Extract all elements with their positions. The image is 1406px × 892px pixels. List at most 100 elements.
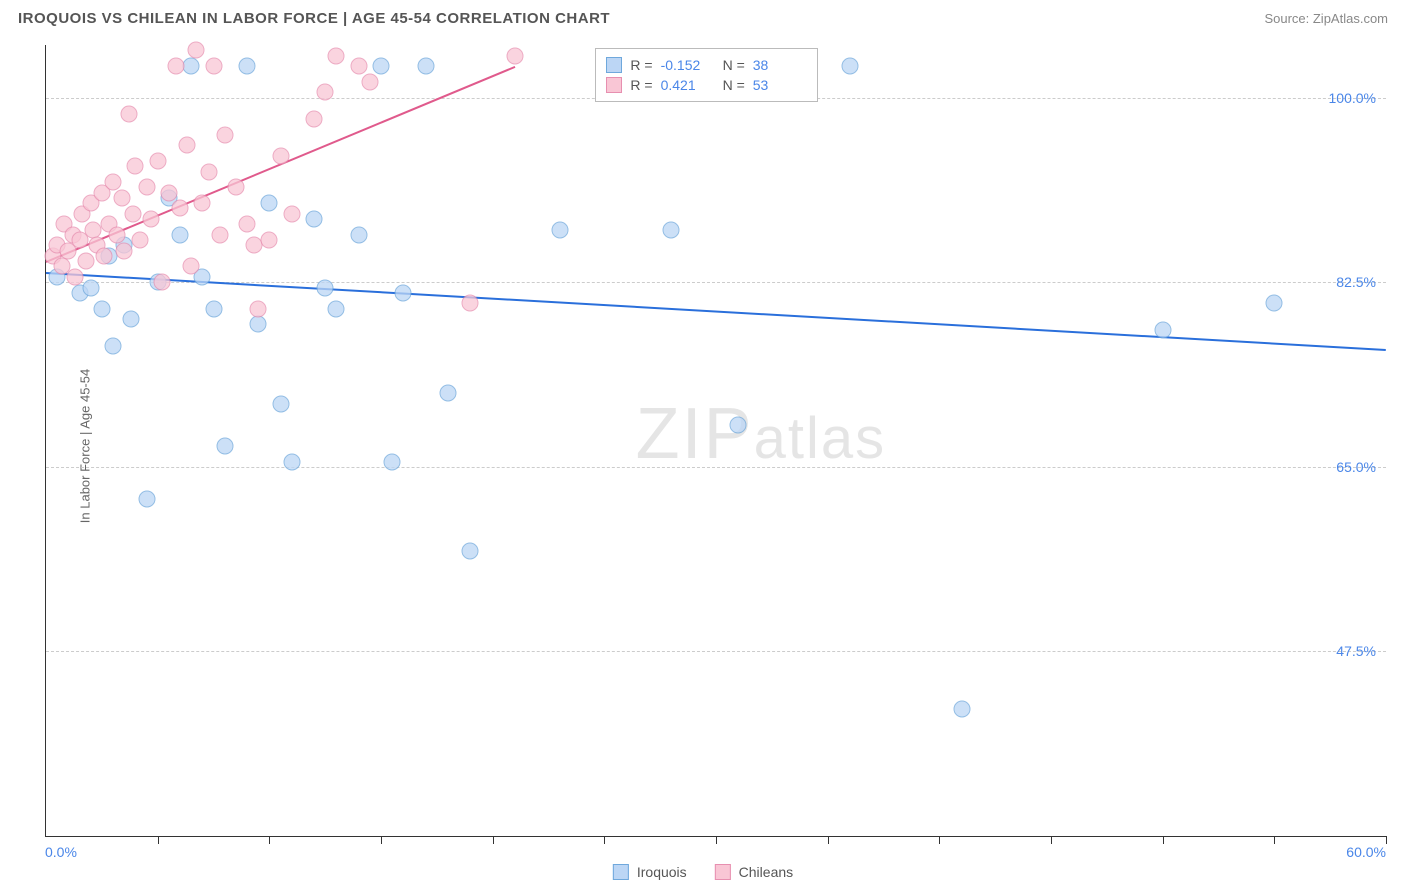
stats-row: R = 0.421 N = 53: [606, 75, 806, 95]
legend: IroquoisChileans: [613, 864, 793, 880]
data-point: [216, 437, 233, 454]
data-point: [149, 153, 166, 170]
watermark: ZIPatlas: [636, 393, 887, 475]
data-point: [317, 84, 334, 101]
data-point: [361, 73, 378, 90]
data-point: [113, 189, 130, 206]
data-point: [167, 58, 184, 75]
data-point: [373, 58, 390, 75]
x-tick: [1274, 836, 1275, 844]
x-tick: [1386, 836, 1387, 844]
data-point: [154, 274, 171, 291]
data-point: [78, 253, 95, 270]
chart-area: ZIPatlas 47.5%65.0%82.5%100.0%R =-0.152N…: [45, 45, 1386, 837]
data-point: [317, 279, 334, 296]
legend-label: Iroquois: [637, 864, 687, 880]
data-point: [272, 147, 289, 164]
x-tick: [158, 836, 159, 844]
chart-header: IROQUOIS VS CHILEAN IN LABOR FORCE | AGE…: [0, 0, 1406, 39]
data-point: [187, 42, 204, 59]
data-point: [84, 221, 101, 238]
data-point: [122, 311, 139, 328]
x-tick: [828, 836, 829, 844]
x-tick: [381, 836, 382, 844]
data-point: [172, 226, 189, 243]
data-point: [283, 453, 300, 470]
chart-title: IROQUOIS VS CHILEAN IN LABOR FORCE | AGE…: [18, 10, 610, 27]
data-point: [127, 158, 144, 175]
data-point: [261, 232, 278, 249]
x-axis-min-label: 0.0%: [45, 844, 77, 860]
stats-n-label: N =: [723, 77, 745, 93]
stats-n-value: 53: [753, 77, 807, 93]
data-point: [67, 269, 84, 286]
data-point: [138, 490, 155, 507]
legend-swatch: [715, 864, 731, 880]
data-point: [261, 195, 278, 212]
stats-n-value: 38: [753, 57, 807, 73]
data-point: [172, 200, 189, 217]
data-point: [306, 211, 323, 228]
watermark-pre: ZIP: [636, 394, 754, 474]
data-point: [109, 226, 126, 243]
data-point: [953, 701, 970, 718]
legend-item: Iroquois: [613, 864, 687, 880]
stats-r-value: -0.152: [661, 57, 715, 73]
data-point: [96, 247, 113, 264]
data-point: [105, 337, 122, 354]
data-point: [283, 205, 300, 222]
gridline: [46, 651, 1386, 652]
data-point: [183, 258, 200, 275]
data-point: [350, 58, 367, 75]
data-point: [138, 179, 155, 196]
data-point: [227, 179, 244, 196]
data-point: [120, 105, 137, 122]
legend-swatch: [613, 864, 629, 880]
data-point: [178, 137, 195, 154]
data-point: [250, 300, 267, 317]
data-point: [395, 284, 412, 301]
x-tick: [604, 836, 605, 844]
plot-area: ZIPatlas 47.5%65.0%82.5%100.0%R =-0.152N…: [45, 45, 1386, 837]
data-point: [306, 110, 323, 127]
stats-swatch: [606, 77, 622, 93]
stats-box: R = -0.152 N = 38 R = 0.421 N = 53: [595, 48, 817, 102]
data-point: [183, 58, 200, 75]
data-point: [328, 47, 345, 64]
data-point: [194, 195, 211, 212]
x-tick: [269, 836, 270, 844]
x-tick: [493, 836, 494, 844]
data-point: [551, 221, 568, 238]
data-point: [125, 205, 142, 222]
watermark-post: atlas: [754, 406, 887, 471]
data-point: [663, 221, 680, 238]
data-point: [142, 211, 159, 228]
data-point: [160, 184, 177, 201]
data-point: [250, 316, 267, 333]
data-point: [245, 237, 262, 254]
trend-line-iroquois: [46, 272, 1386, 351]
data-point: [842, 58, 859, 75]
data-point: [239, 58, 256, 75]
y-tick-label: 82.5%: [1336, 274, 1376, 290]
stats-r-label: R =: [630, 77, 652, 93]
data-point: [417, 58, 434, 75]
data-point: [82, 279, 99, 296]
data-point: [462, 543, 479, 560]
data-point: [272, 395, 289, 412]
data-point: [1266, 295, 1283, 312]
data-point: [212, 226, 229, 243]
data-point: [440, 385, 457, 402]
y-tick-label: 47.5%: [1336, 643, 1376, 659]
stats-swatch: [606, 57, 622, 73]
stats-r-label: R =: [630, 57, 652, 73]
data-point: [730, 416, 747, 433]
data-point: [205, 300, 222, 317]
data-point: [507, 47, 524, 64]
stats-r-value: 0.421: [661, 77, 715, 93]
data-point: [384, 453, 401, 470]
x-tick: [1163, 836, 1164, 844]
data-point: [201, 163, 218, 180]
data-point: [239, 216, 256, 233]
x-axis-max-label: 60.0%: [1346, 844, 1386, 860]
